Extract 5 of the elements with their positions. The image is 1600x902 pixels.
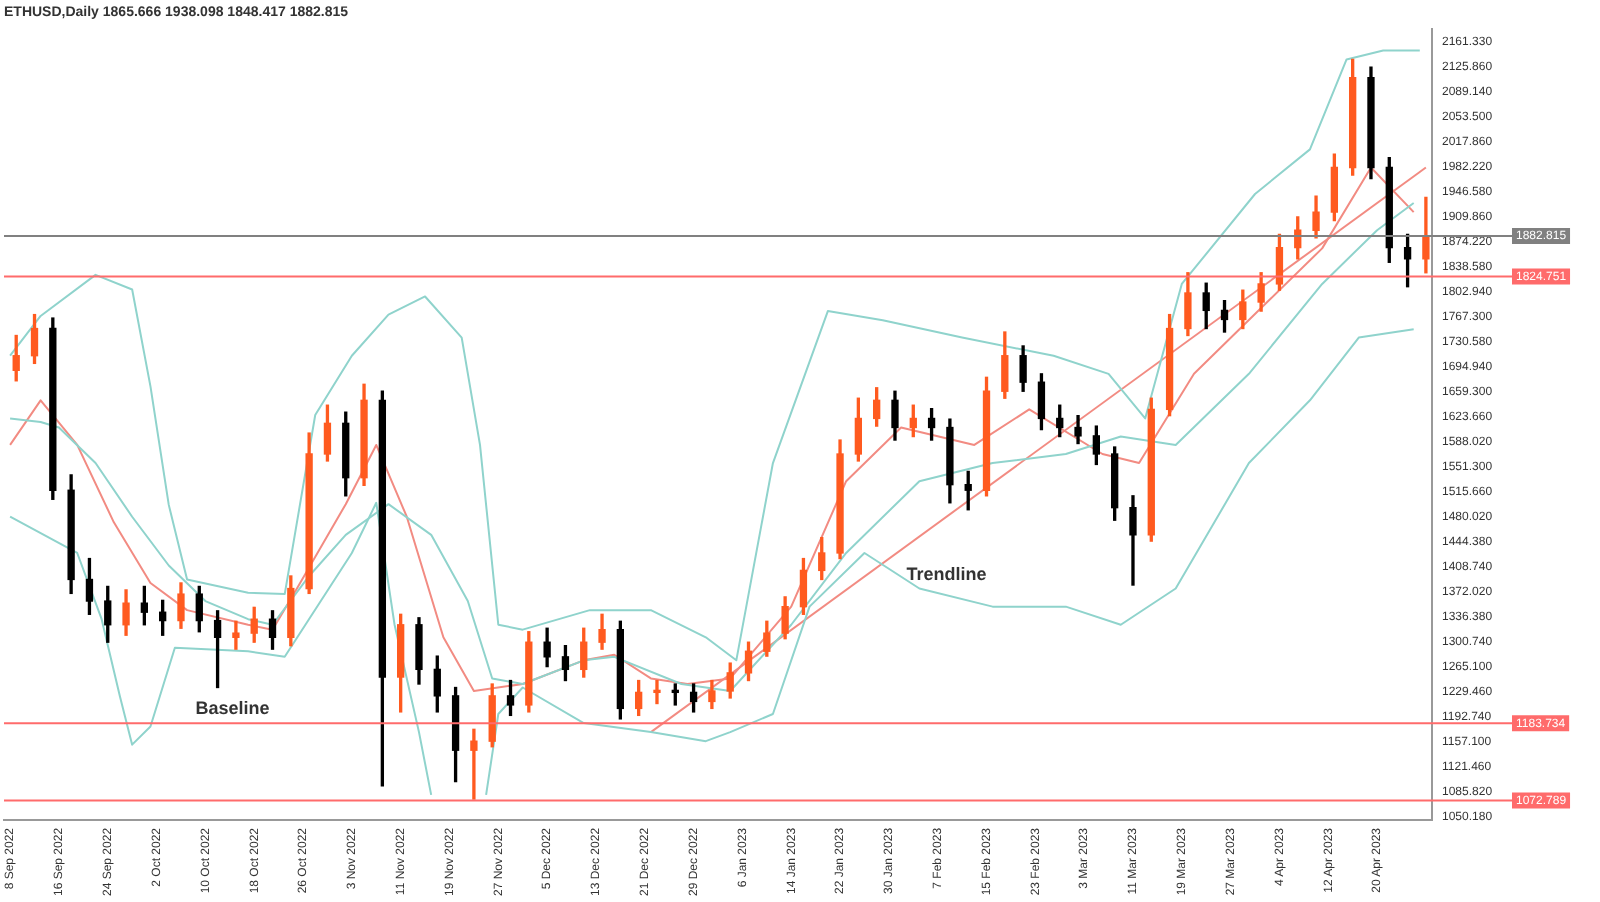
candlestick [470,728,478,800]
annotation: Baseline [195,698,270,719]
candlestick [653,679,661,705]
annotation: Trendline [906,563,987,584]
candlestick [232,620,240,650]
